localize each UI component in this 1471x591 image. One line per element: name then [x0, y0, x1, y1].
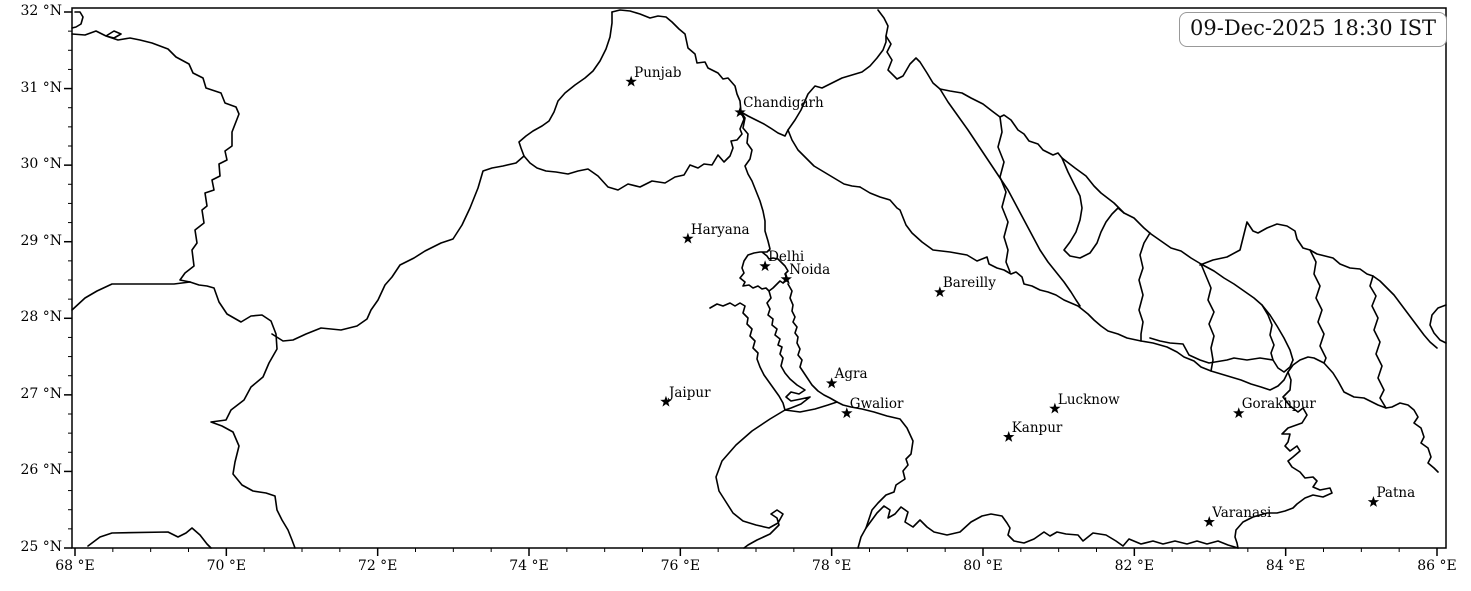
- x-tick-label: 72 °E: [357, 558, 398, 574]
- boundary-line: [611, 9, 742, 113]
- city-label: Lucknow: [1057, 391, 1120, 408]
- x-tick-label: 82 °E: [1114, 558, 1155, 574]
- boundary-line: [1234, 371, 1333, 549]
- city-label: Varanasi: [1212, 504, 1272, 521]
- city-star-marker: [734, 106, 746, 118]
- boundary-line: [1199, 221, 1438, 349]
- city-star-marker: [1203, 515, 1215, 527]
- boundary-line: [787, 283, 838, 403]
- city-star-marker: [1049, 402, 1061, 414]
- city-label: Jaipur: [668, 384, 711, 401]
- x-tick-label: 68 °E: [55, 558, 95, 574]
- boundary-line: [71, 30, 240, 283]
- boundary-line: [877, 9, 1294, 361]
- boundary-line: [1261, 304, 1275, 361]
- boundary-line: [787, 129, 861, 188]
- city-star-marker: [780, 273, 792, 285]
- city-star-marker: [1003, 430, 1015, 442]
- city-label: Punjab: [634, 64, 682, 81]
- city-label: Noida: [789, 262, 831, 279]
- plot-frame: [71, 7, 1447, 549]
- boundary-line: [715, 409, 786, 549]
- boundary-line: [87, 527, 212, 549]
- boundary-line: [859, 186, 1439, 473]
- x-tick-label: 86 °E: [1417, 558, 1457, 574]
- city-label: Haryana: [690, 221, 750, 238]
- timestamp-label: 09-Dec-2025 18:30 IST: [1190, 16, 1436, 40]
- boundary-line: [740, 35, 887, 137]
- y-tick-label: 27 °N: [20, 385, 62, 402]
- boundary-line: [1138, 232, 1151, 342]
- boundary-line: [189, 281, 296, 549]
- y-tick-label: 29 °N: [20, 232, 62, 249]
- city-label: Delhi: [768, 249, 805, 266]
- boundary-line: [1309, 249, 1327, 364]
- boundary-line: [865, 505, 1239, 549]
- boundary-line: [523, 111, 745, 191]
- y-tick-label: 32 °N: [20, 3, 62, 19]
- city-star-marker: [660, 395, 672, 407]
- city-star-marker: [825, 377, 838, 389]
- boundary-line: [1149, 337, 1294, 373]
- boundary-line: [939, 88, 1081, 307]
- city-star-marker: [1367, 496, 1380, 507]
- city-label: Bareilly: [942, 275, 996, 292]
- x-tick-label: 76 °E: [660, 558, 701, 574]
- boundary-line: [1429, 304, 1447, 344]
- city-label: Kanpur: [1011, 419, 1063, 436]
- timestamp-box: 09-Dec-2025 18:30 IST: [1179, 12, 1447, 48]
- city-star-marker: [759, 260, 771, 272]
- x-tick-label: 78 °E: [811, 558, 852, 574]
- boundary-line: [784, 401, 914, 549]
- boundary-line: [71, 281, 191, 311]
- city-star-marker: [934, 286, 946, 298]
- city-star-marker: [841, 407, 853, 419]
- y-tick-label: 28 °N: [20, 309, 62, 326]
- city-label: Patna: [1376, 485, 1416, 502]
- boundary-line: [739, 111, 789, 292]
- y-tick-label: 31 °N: [20, 79, 62, 96]
- y-tick-label: 25 °N: [20, 539, 62, 555]
- x-tick-label: 70 °E: [206, 558, 247, 574]
- boundary-line: [1200, 263, 1215, 372]
- city-label: Gorakhpur: [1241, 396, 1316, 413]
- boundary-line: [271, 11, 613, 342]
- boundary-line: [1369, 275, 1387, 409]
- city-star-marker: [625, 75, 637, 87]
- city-label: Agra: [834, 366, 868, 383]
- x-tick-label: 84 °E: [1265, 558, 1306, 574]
- y-tick-label: 30 °N: [20, 156, 62, 173]
- boundary-line: [71, 11, 84, 29]
- city-label: Gwalior: [849, 396, 904, 413]
- city-star-marker: [1233, 407, 1245, 419]
- city-label: Chandigarh: [743, 95, 824, 112]
- boundary-line: [766, 290, 811, 411]
- x-tick-label: 74 °E: [509, 558, 549, 574]
- city-star-marker: [682, 232, 694, 244]
- y-tick-label: 26 °N: [20, 462, 62, 479]
- boundary-line: [1061, 157, 1125, 259]
- x-tick-label: 80 °E: [963, 558, 1003, 574]
- boundary-line: [709, 302, 786, 411]
- boundary-line: [997, 116, 1011, 273]
